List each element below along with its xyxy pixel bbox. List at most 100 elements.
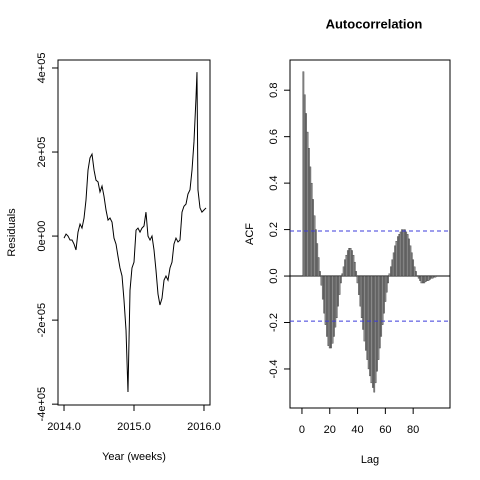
acf-bar [342, 266, 345, 277]
acf-bar [366, 275, 369, 360]
y-tick-label: 2e+05 [36, 137, 48, 168]
acf-bar [412, 259, 415, 277]
acf-bar [359, 275, 362, 307]
acf-bar [353, 261, 356, 277]
y-tick-label: 0.8 [268, 83, 280, 98]
acf-bar [351, 250, 353, 277]
acf-bar [380, 275, 383, 337]
acf-bar [355, 271, 358, 277]
acf-bar [356, 275, 359, 284]
acf-bar [420, 275, 423, 284]
acf-bar [316, 243, 319, 277]
acf-bar [303, 94, 306, 277]
acf-bar [434, 275, 437, 278]
acf-bar [405, 231, 408, 277]
acf-bar [422, 275, 424, 284]
acf-bar [428, 275, 431, 280]
acf-bar [410, 252, 413, 277]
acf-bar [433, 275, 435, 278]
acf-bar [426, 275, 428, 281]
acf-bar [371, 275, 374, 388]
acf-bar [358, 275, 360, 295]
acf-bar [415, 271, 417, 277]
acf-bar [365, 275, 367, 351]
acf-bar [419, 275, 421, 281]
acf-bar [348, 248, 351, 277]
acf-bar [310, 182, 313, 277]
acf-bar [373, 275, 376, 393]
y-tick-label: 4e+05 [36, 53, 48, 84]
x-tick-label: 60 [379, 424, 391, 436]
x-axis-label: Year (weeks) [102, 451, 166, 463]
acf-bar [312, 199, 314, 277]
acf-bar [324, 275, 327, 325]
acf-bar [406, 234, 409, 277]
acf-bar [363, 275, 366, 342]
acf-bar [394, 245, 396, 277]
chart-title: Autocorrelation [326, 16, 423, 31]
x-tick-label: 40 [351, 424, 363, 436]
acf-bar [320, 275, 323, 286]
acf-bar [409, 245, 412, 277]
acf-bar [395, 241, 398, 277]
y-tick-label: -0.2 [268, 313, 280, 332]
acf-bar [328, 275, 331, 349]
y-tick-label: 0.4 [268, 175, 280, 190]
x-tick-label: 20 [324, 424, 336, 436]
acf-bar [333, 275, 335, 337]
y-axis-label: Residuals [6, 208, 18, 257]
acf-bar [326, 275, 328, 337]
acf-bar [383, 275, 385, 314]
acf-bar [323, 275, 326, 314]
acf-bar [384, 275, 387, 302]
acf-bar [308, 148, 310, 277]
acf-bar [360, 275, 363, 319]
y-tick-label: 0e+00 [36, 221, 48, 252]
acf-bar [340, 275, 342, 284]
acf-bar [402, 229, 405, 277]
acf-bar [334, 275, 337, 328]
y-tick-label: -2e+05 [36, 303, 48, 338]
acf-bar [376, 275, 378, 372]
y-tick-label: 0.2 [268, 222, 280, 237]
residual-line [63, 72, 207, 392]
acf-bar [381, 275, 384, 325]
acf-bar [330, 275, 332, 349]
acf-bar [408, 238, 410, 277]
acf-bar [370, 275, 373, 384]
acf-bar [346, 250, 349, 277]
acf-bar [388, 273, 391, 277]
acf-bar [337, 275, 339, 307]
acf-bar [398, 234, 401, 277]
x-tick-label: 2014.0 [47, 421, 81, 433]
acf-bar [367, 275, 370, 370]
acf-bar [313, 215, 316, 277]
acf-bar [331, 275, 334, 344]
acf-bar [306, 131, 309, 277]
acf-bar [374, 275, 377, 384]
acf-bar [417, 275, 420, 279]
y-tick-label: 0.0 [268, 268, 280, 283]
acf-bar [321, 275, 324, 300]
acf-bar [345, 254, 348, 277]
x-tick-label: 80 [407, 424, 419, 436]
acf-bar [327, 275, 330, 346]
acf-bar [423, 275, 426, 284]
acf-bar [390, 266, 392, 277]
acf-bar [344, 259, 346, 277]
acf-bar [399, 231, 402, 277]
acf-bar [302, 71, 305, 277]
acf-bar [317, 257, 320, 277]
acf-bar [378, 275, 381, 349]
acf-bar [397, 236, 399, 277]
acf-bar [319, 271, 321, 277]
x-tick-label: 2016.0 [187, 421, 221, 433]
acf-bar [424, 275, 427, 283]
acf-bar [387, 275, 389, 284]
acf-bar [369, 275, 371, 377]
y-axis-label: ACF [244, 223, 256, 245]
acf-bar [349, 248, 352, 277]
acf-bar [341, 273, 344, 277]
x-tick-label: 0 [299, 424, 305, 436]
